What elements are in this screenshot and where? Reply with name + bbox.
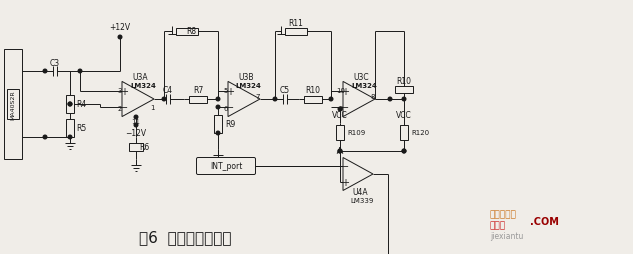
- Text: +12V: +12V: [110, 23, 130, 32]
- Text: U4A: U4A: [352, 188, 368, 197]
- Bar: [189, 96, 207, 103]
- Bar: [400, 125, 408, 140]
- Text: MA40S2R: MA40S2R: [11, 90, 15, 119]
- Bar: [336, 125, 344, 140]
- Circle shape: [338, 150, 342, 153]
- Circle shape: [388, 98, 392, 101]
- Text: LM324: LM324: [130, 83, 156, 89]
- Text: −: −: [341, 103, 349, 113]
- Circle shape: [338, 150, 342, 153]
- Text: +: +: [341, 87, 349, 97]
- Text: C3: C3: [50, 59, 60, 68]
- Text: 10: 10: [337, 88, 346, 94]
- Text: 9: 9: [339, 106, 343, 112]
- Text: .COM: .COM: [530, 216, 559, 226]
- Bar: [214, 116, 222, 133]
- Text: R5: R5: [76, 124, 86, 133]
- Text: +: +: [120, 87, 128, 97]
- Text: R10: R10: [396, 77, 411, 86]
- Text: −: −: [341, 161, 349, 171]
- Text: 2: 2: [118, 106, 122, 112]
- Circle shape: [216, 106, 220, 109]
- Text: R109: R109: [347, 130, 365, 135]
- Text: 图6  超声波接收电路: 图6 超声波接收电路: [139, 230, 231, 245]
- Circle shape: [216, 132, 220, 135]
- Text: R9: R9: [225, 120, 235, 129]
- Bar: [176, 28, 198, 35]
- Text: 电子发烧友: 电子发烧友: [490, 210, 517, 219]
- FancyBboxPatch shape: [196, 158, 256, 175]
- Text: 6: 6: [223, 106, 229, 112]
- Text: VCC: VCC: [332, 111, 348, 120]
- Text: 8: 8: [371, 94, 375, 100]
- Text: U3C: U3C: [353, 73, 369, 82]
- Text: +: +: [341, 177, 349, 187]
- Circle shape: [329, 98, 333, 101]
- Text: R4: R4: [76, 100, 86, 109]
- Text: 7: 7: [256, 94, 260, 100]
- Circle shape: [118, 36, 122, 40]
- Circle shape: [68, 136, 72, 139]
- Circle shape: [402, 150, 406, 153]
- Circle shape: [402, 98, 406, 101]
- Polygon shape: [122, 82, 154, 117]
- Text: LM339: LM339: [350, 197, 373, 203]
- Text: 11: 11: [132, 119, 141, 124]
- Text: R7: R7: [193, 86, 203, 95]
- Polygon shape: [228, 82, 260, 117]
- Circle shape: [216, 98, 220, 101]
- Text: 1: 1: [150, 105, 154, 110]
- Circle shape: [402, 150, 406, 153]
- Bar: [7, 90, 19, 120]
- Bar: [129, 144, 143, 151]
- Text: 3: 3: [118, 88, 122, 94]
- Text: R10: R10: [306, 86, 320, 95]
- Circle shape: [43, 136, 47, 139]
- Text: R6: R6: [139, 143, 149, 152]
- Text: C5: C5: [280, 86, 290, 95]
- Text: VCC: VCC: [396, 111, 412, 120]
- Text: −: −: [120, 103, 128, 113]
- Circle shape: [273, 98, 277, 101]
- Polygon shape: [343, 82, 375, 117]
- Text: +: +: [226, 87, 234, 97]
- Circle shape: [78, 70, 82, 73]
- Bar: [285, 28, 307, 35]
- Bar: [66, 120, 74, 137]
- Text: U3B: U3B: [238, 73, 254, 82]
- Text: INT_port: INT_port: [210, 162, 242, 171]
- Polygon shape: [343, 158, 373, 191]
- Bar: [395, 87, 413, 94]
- Text: C4: C4: [163, 86, 173, 95]
- Text: −: −: [226, 103, 234, 113]
- Text: R11: R11: [289, 19, 303, 27]
- Text: jiexiantu: jiexiantu: [490, 232, 523, 241]
- Text: 5: 5: [224, 88, 228, 94]
- Circle shape: [68, 103, 72, 106]
- Text: LM324: LM324: [235, 83, 261, 89]
- Text: U3A: U3A: [132, 73, 148, 82]
- Text: R120: R120: [411, 130, 429, 135]
- Text: −12V: −12V: [125, 129, 147, 138]
- Text: 捷线图: 捷线图: [490, 221, 506, 230]
- Bar: [4, 50, 22, 159]
- Text: LM324: LM324: [351, 83, 377, 89]
- Text: R8: R8: [186, 26, 196, 35]
- Bar: [66, 96, 74, 114]
- Circle shape: [134, 124, 138, 127]
- Circle shape: [162, 98, 166, 101]
- Bar: [304, 96, 322, 103]
- Circle shape: [68, 103, 72, 106]
- Circle shape: [43, 70, 47, 73]
- Circle shape: [338, 108, 342, 111]
- Circle shape: [134, 116, 138, 119]
